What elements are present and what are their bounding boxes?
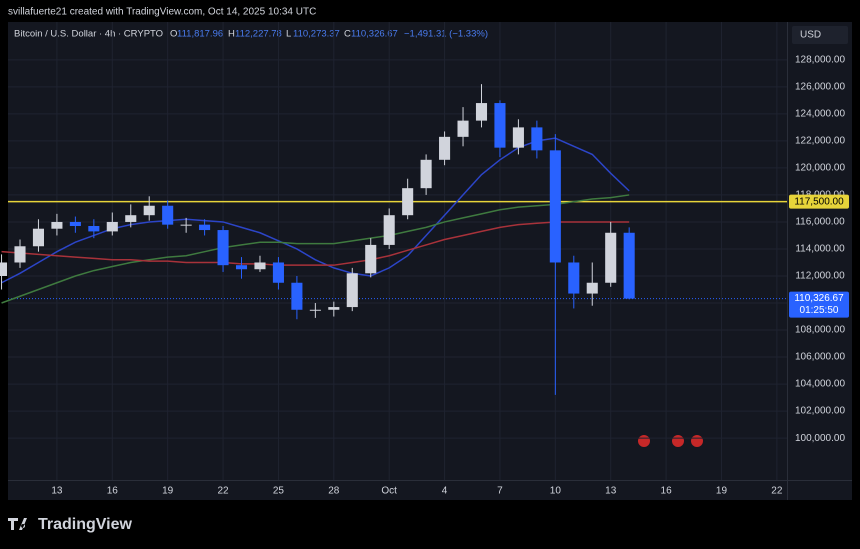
x-tick-label: 19	[162, 486, 174, 497]
last-price-label: 110,326.67	[794, 293, 844, 304]
y-tick-label: 120,000.00	[795, 163, 845, 174]
y-tick-label: 108,000.00	[795, 325, 845, 336]
logo-mark	[8, 518, 27, 530]
ohlc-value: 110,326.67	[351, 29, 398, 40]
change: −1,491.31 (−1.33%)	[404, 29, 488, 40]
candle-body	[439, 136, 451, 160]
y-tick-label: 124,000.00	[795, 109, 845, 120]
y-tick-label: 122,000.00	[795, 136, 845, 147]
candle-body	[162, 205, 174, 225]
y-tick-label: 128,000.00	[795, 54, 845, 65]
currency-box	[792, 26, 848, 44]
currency: USD	[800, 30, 821, 41]
candle-body	[494, 103, 506, 148]
candle-body	[383, 215, 395, 245]
x-axis-area	[8, 480, 787, 500]
x-tick-label: 19	[716, 486, 728, 497]
x-tick-label: 4	[442, 486, 448, 497]
y-tick-label: 126,000.00	[795, 81, 845, 92]
candle-body	[14, 246, 26, 263]
ohlc-label: C	[344, 29, 351, 40]
candle-body	[605, 232, 617, 283]
ma-line	[1, 221, 630, 266]
candle-body	[291, 282, 303, 310]
x-tick-label: 16	[107, 486, 119, 497]
price-axis-area	[788, 22, 852, 500]
event-icon	[672, 435, 684, 447]
plot-area	[8, 22, 787, 480]
candle-body	[143, 205, 155, 216]
y-tick-label: 100,000.00	[795, 433, 845, 444]
x-tick-label: 28	[328, 486, 340, 497]
event-icon	[638, 435, 650, 447]
candle-body	[272, 262, 284, 283]
brand-logo	[8, 518, 27, 530]
y-tick-label: 114,000.00	[795, 244, 845, 255]
candle-body	[32, 228, 44, 247]
candle-body	[457, 120, 469, 137]
candle-body	[365, 244, 377, 274]
ma-line	[1, 194, 630, 304]
symbol: Bitcoin / U.S. Dollar · 4h · CRYPTO	[14, 29, 163, 40]
x-tick-label: 13	[605, 486, 617, 497]
x-tick-label: 22	[771, 486, 783, 497]
candle-body	[586, 282, 598, 294]
ohlc-label: L	[286, 29, 291, 40]
x-tick-label: 13	[51, 486, 63, 497]
candle-body	[235, 265, 248, 270]
candle-body	[106, 221, 118, 232]
attribution: svillafuerte21 created with TradingView.…	[8, 7, 316, 18]
x-tick-label: 22	[217, 486, 229, 497]
ohlc-value: 110,273.37	[293, 29, 340, 40]
candle-body	[0, 262, 8, 276]
x-tick-label: 10	[550, 486, 562, 497]
candle-body	[531, 127, 543, 151]
candle-body	[199, 224, 211, 231]
candle-body	[402, 188, 414, 216]
ma-line	[1, 137, 630, 284]
candle-body	[549, 150, 561, 263]
candle-body	[328, 307, 340, 310]
ohlc-label: O	[170, 29, 177, 40]
candle-body	[217, 230, 229, 266]
candle-body	[475, 103, 488, 121]
candle-body	[309, 309, 321, 311]
event-icon	[691, 435, 703, 447]
brand: TradingView	[38, 516, 133, 533]
level-label-box	[789, 194, 849, 209]
x-tick-label: 7	[497, 486, 503, 497]
last-price-box	[789, 291, 849, 318]
x-tick-label: Oct	[381, 486, 397, 497]
ohlc-value: 112,227.78	[235, 29, 282, 40]
y-tick-label: 112,000.00	[795, 271, 845, 282]
y-tick-label: 102,000.00	[795, 406, 845, 417]
ohlc-value: 111,817.96	[177, 29, 223, 40]
x-tick-label: 16	[661, 486, 673, 497]
ohlc-label: H	[228, 29, 235, 40]
candle-body	[568, 262, 580, 294]
ohlc-legend: O 111,817.96 H 112,227.78 L 110,273.37 C 110,32…	[170, 29, 488, 40]
candle-body	[346, 273, 358, 308]
candle-body	[88, 226, 100, 232]
candle-body	[180, 224, 192, 226]
candle-body	[69, 221, 81, 227]
candle-body	[51, 221, 63, 229]
x-tick-label: 25	[273, 486, 285, 497]
y-tick-label: 104,000.00	[795, 379, 845, 390]
y-tick-label: 116,000.00	[795, 217, 845, 228]
candle-body	[623, 232, 635, 299]
candle-body	[420, 159, 432, 189]
candle-body	[125, 215, 137, 222]
y-tick-label: 106,000.00	[795, 352, 845, 363]
countdown: 01:25:50	[800, 305, 839, 316]
level-label: 117,500.00	[794, 196, 844, 207]
candle-body	[254, 262, 266, 270]
candle-body	[512, 127, 524, 148]
